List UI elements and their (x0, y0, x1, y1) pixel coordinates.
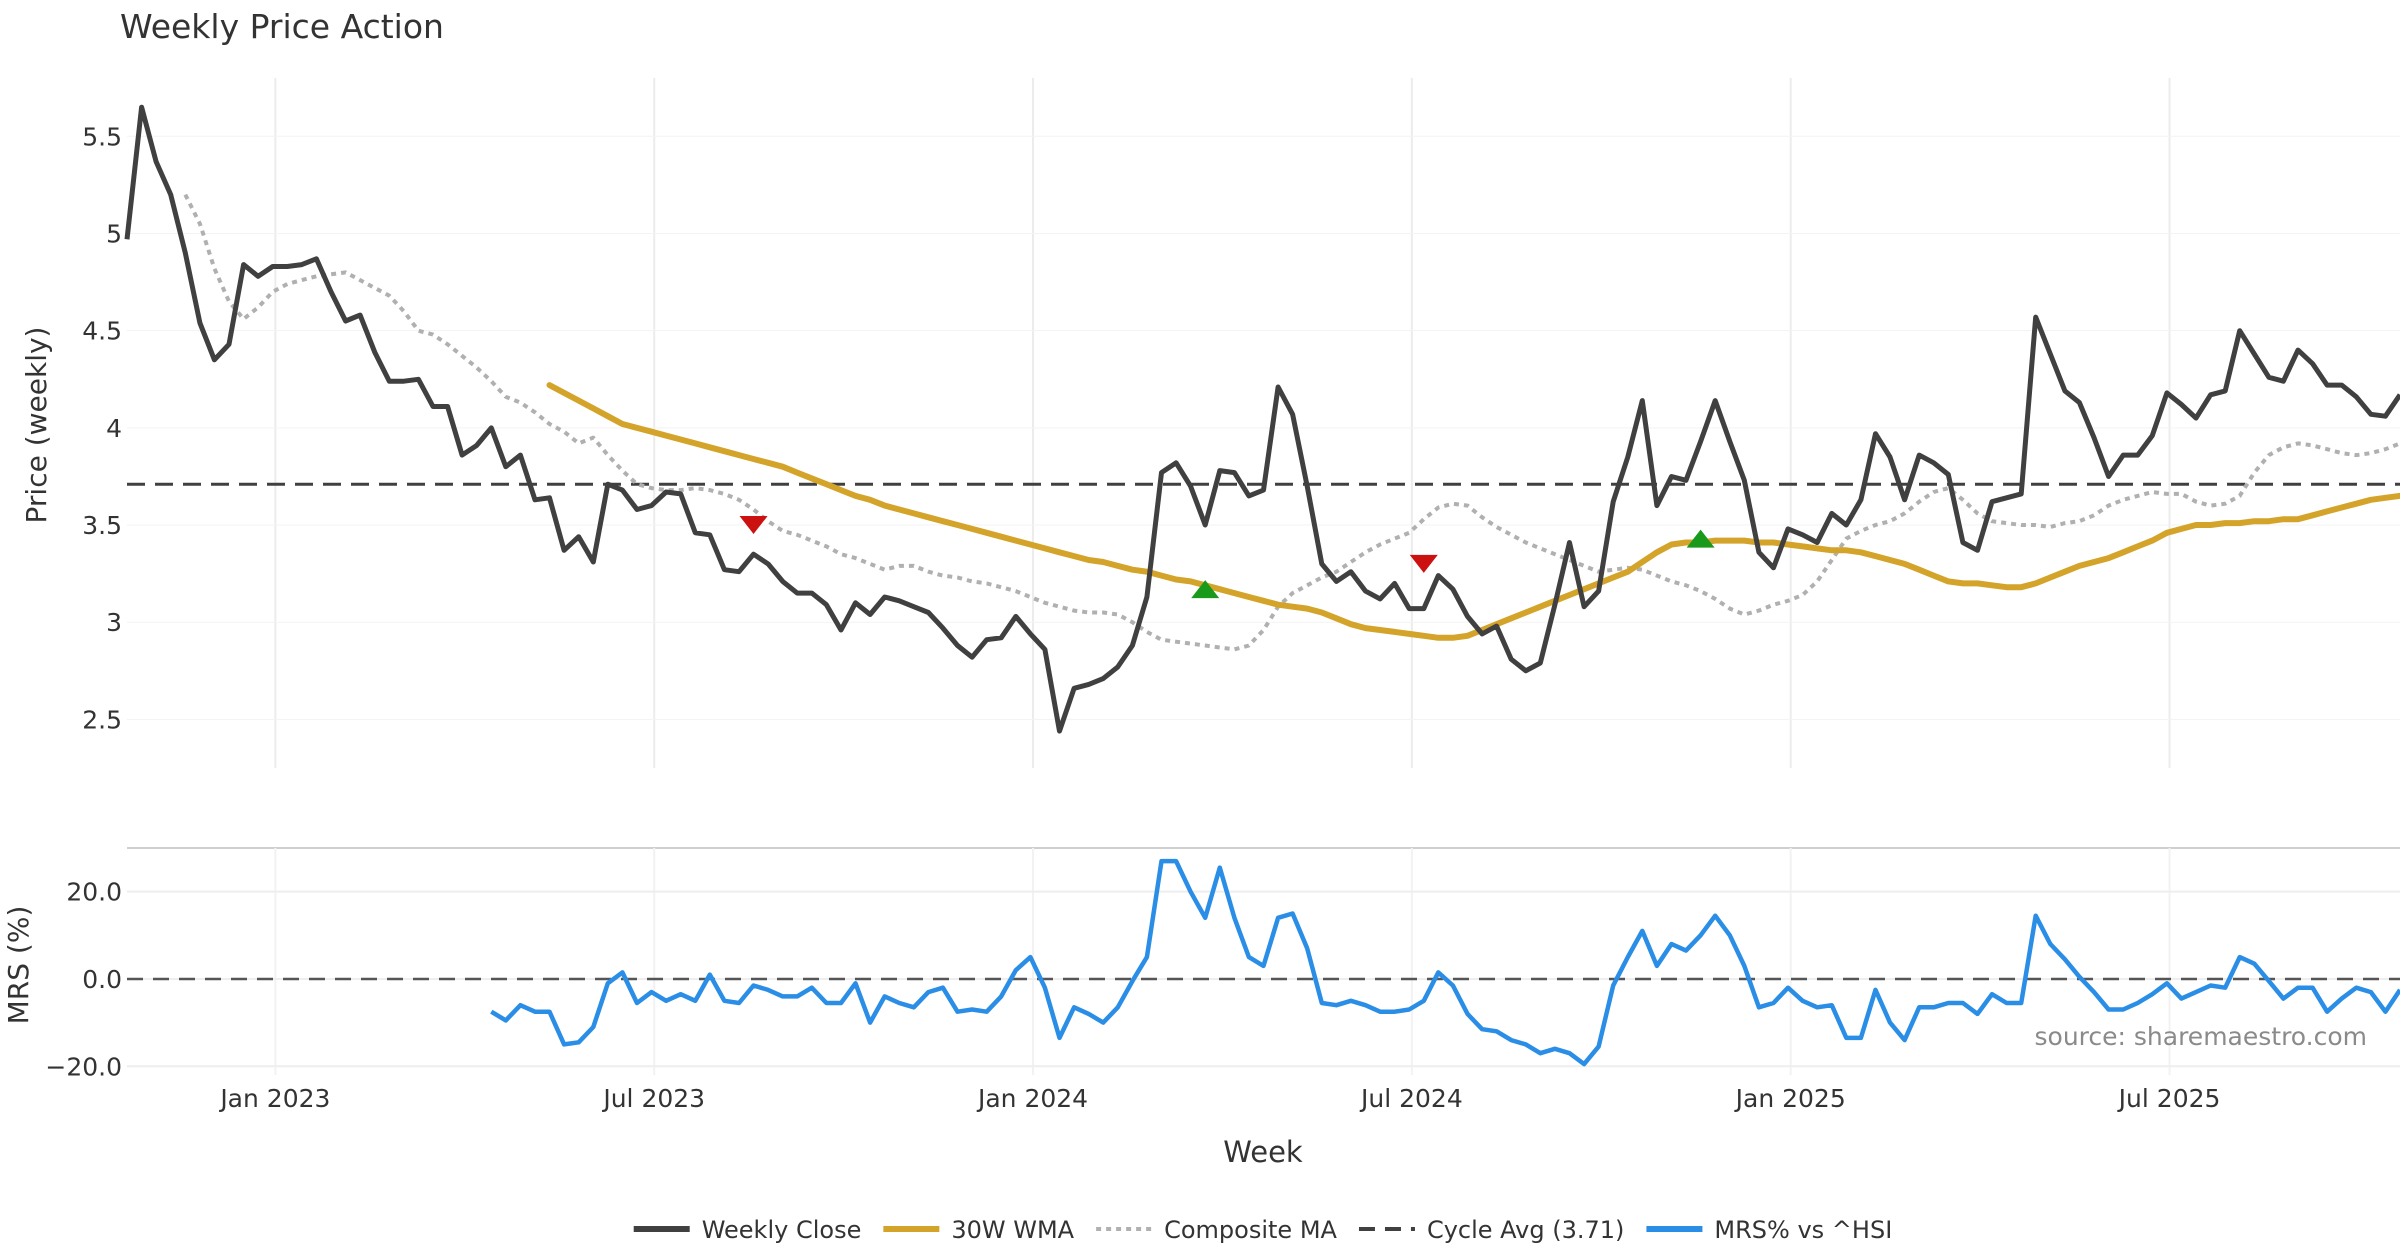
weekly-close-line (124, 104, 2400, 734)
legend-label: Cycle Avg (3.71) (1427, 1216, 1624, 1244)
x-tick-label: Jul 2023 (601, 1084, 705, 1113)
legend-item: 30W WMA (883, 1216, 1075, 1244)
legend-item: Cycle Avg (3.71) (1358, 1216, 1624, 1244)
mrs-y-tick-label: 0.0 (82, 965, 122, 994)
mrs-y-tick-label: 20.0 (66, 878, 122, 907)
x-tick-label: Jul 2024 (1359, 1084, 1463, 1113)
x-tick-label: Jan 2025 (1734, 1084, 1846, 1113)
chart-title: Weekly Price Action (120, 7, 444, 46)
legend: Weekly Close 30W WMA Composite MA Cycle Avg… (633, 1216, 1892, 1244)
buy-signal-marker (1686, 529, 1715, 548)
mrs-line (490, 858, 2400, 1067)
price-grid (127, 78, 2400, 768)
price-y-tick-label: 4 (106, 414, 122, 443)
price-y-tick-label: 5.5 (82, 122, 122, 151)
buy-signal-marker (1191, 580, 1220, 599)
sell-signal-marker (739, 516, 768, 535)
mrs-y-ticks: 20.0 0.0 −20.0 (45, 878, 122, 1082)
x-tick-label: Jan 2024 (976, 1084, 1088, 1113)
legend-item: Composite MA (1096, 1216, 1338, 1244)
legend-label: 30W WMA (951, 1216, 1074, 1244)
legend-label: Composite MA (1164, 1216, 1337, 1244)
price-y-tick-label: 2.5 (82, 705, 122, 734)
price-y-tick-label: 3 (106, 608, 122, 637)
price-panel: 2.5 3 3.5 4 4.5 5 5.5 Price (weekly) (20, 78, 2400, 768)
mrs-y-axis-label: MRS (%) (2, 906, 35, 1025)
signal-markers (739, 516, 1715, 599)
price-y-tick-label: 4.5 (82, 317, 122, 346)
legend-item: MRS% vs ^HSI (1646, 1216, 1892, 1244)
legend-item: Weekly Close (633, 1216, 862, 1244)
legend-label: Weekly Close (702, 1216, 862, 1244)
legend-label: MRS% vs ^HSI (1714, 1216, 1892, 1244)
mrs-panel: 20.0 0.0 −20.0 MRS (%) source: sharemaestr… (2, 847, 2400, 1082)
x-tick-label: Jul 2025 (2117, 1084, 2221, 1113)
price-y-axis-label: Price (weekly) (20, 327, 53, 524)
sell-signal-marker (1409, 554, 1438, 573)
mrs-y-tick-label: −20.0 (45, 1052, 122, 1081)
x-tick-label: Jan 2023 (218, 1084, 330, 1113)
source-note: source: sharemaestro.com (2035, 1022, 2368, 1051)
price-y-tick-label: 3.5 (82, 511, 122, 540)
price-y-tick-label: 5 (106, 219, 122, 248)
x-axis-label: Week (1223, 1135, 1303, 1169)
price-y-ticks: 2.5 3 3.5 4 4.5 5 5.5 (82, 122, 122, 734)
x-axis-ticks: Jan 2023 Jul 2023 Jan 2024 Jul 2024 Jan 2025… (218, 1084, 2220, 1113)
